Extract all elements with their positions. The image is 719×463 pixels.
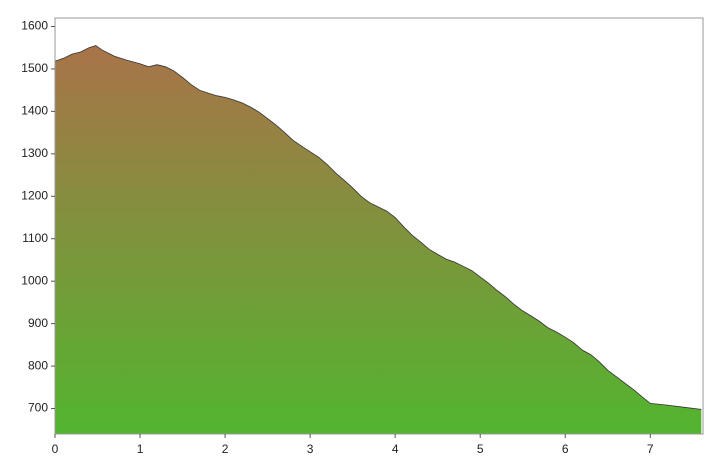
x-tick-label: 4 (392, 442, 399, 456)
y-tick-label: 1200 (21, 188, 48, 202)
y-tick-label: 1600 (21, 19, 48, 33)
x-tick-label: 3 (307, 442, 314, 456)
y-tick-label: 700 (28, 401, 48, 415)
y-tick-label: 1300 (21, 146, 48, 160)
y-tick-label: 1500 (21, 61, 48, 75)
profile-line (54, 45, 702, 410)
x-tick-label: 6 (562, 442, 569, 456)
x-tick-label: 7 (647, 442, 654, 456)
y-tick-label: 1100 (22, 231, 48, 245)
area (55, 45, 702, 434)
x-tick-label: 1 (137, 442, 144, 456)
y-tick-label: 900 (28, 316, 48, 330)
x-tick-label: 0 (52, 442, 59, 456)
y-tick-label: 800 (28, 358, 48, 372)
y-tick-label: 1000 (21, 273, 48, 287)
plot-frame (54, 17, 704, 435)
y-tick-label: 1400 (21, 104, 48, 118)
x-tick-label: 5 (477, 442, 484, 456)
x-tick-label: 2 (222, 442, 229, 456)
